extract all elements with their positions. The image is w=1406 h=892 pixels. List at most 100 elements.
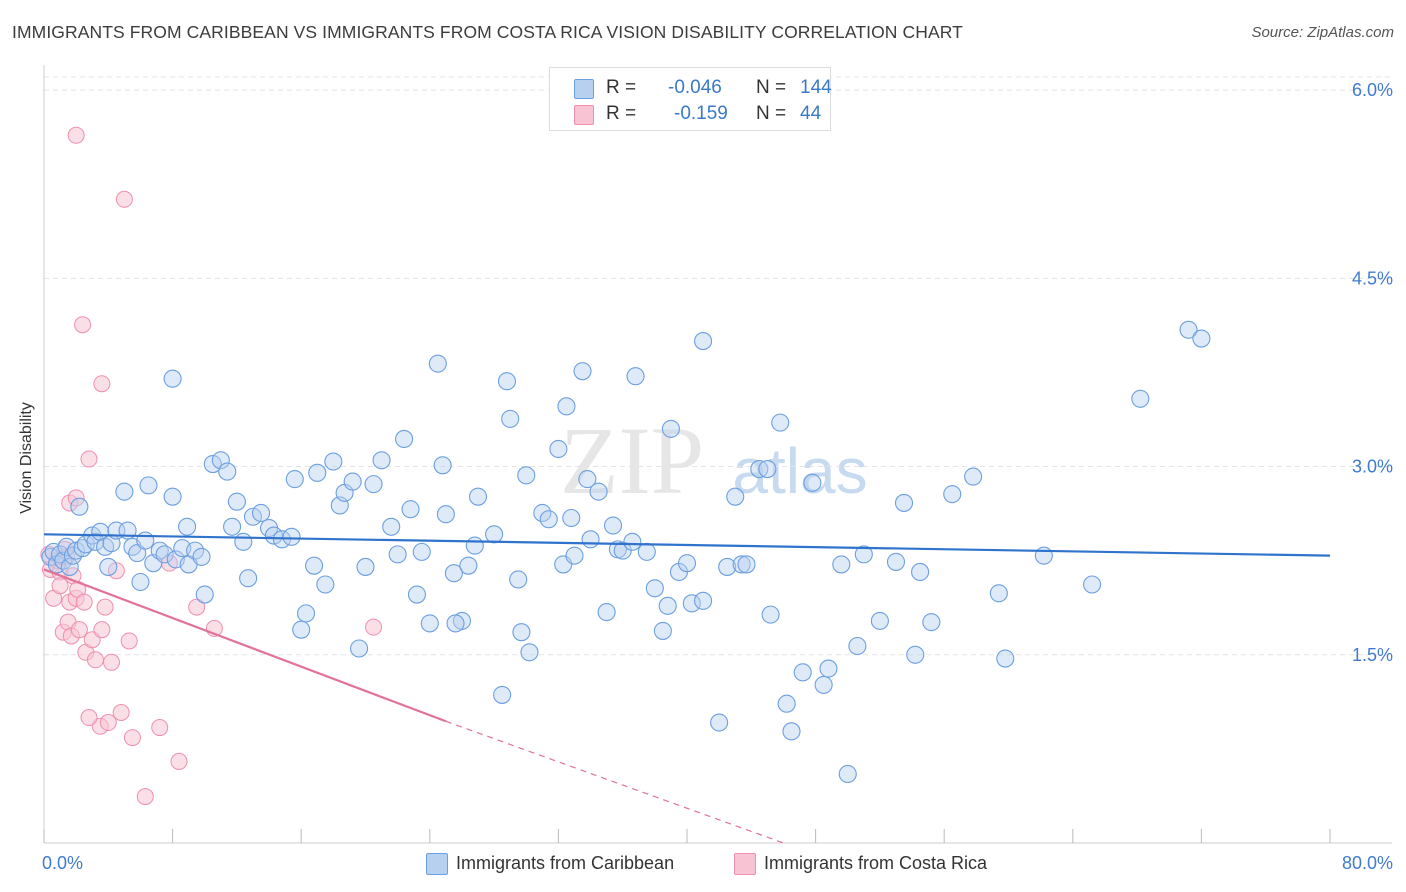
caribbean-point: [382, 517, 401, 536]
caribbean-point: [239, 569, 258, 588]
legend-label-costa-rica: Immigrants from Costa Rica: [764, 853, 988, 873]
caribbean-point: [911, 562, 930, 582]
caribbean-point: [573, 362, 592, 381]
caribbean-point: [886, 552, 906, 571]
caribbean-point: [726, 487, 745, 506]
caribbean-point: [694, 332, 713, 351]
caribbean-point: [814, 675, 833, 694]
caribbean-point: [227, 492, 246, 511]
caribbean-point: [658, 596, 677, 615]
r-label: R =: [606, 77, 637, 98]
caribbean-point: [894, 493, 914, 512]
costa-rica-point: [86, 651, 104, 669]
caribbean-point: [597, 603, 616, 622]
costa-rica-swatch: [574, 105, 594, 125]
caribbean-point: [63, 546, 82, 565]
costa-rica-point: [188, 598, 206, 616]
costa-rica-point: [70, 621, 88, 639]
costa-rica-point: [115, 190, 133, 208]
r-value-costa-rica: -0.159: [674, 103, 728, 124]
caribbean-point: [661, 419, 680, 438]
costa-rica-point: [93, 621, 111, 639]
caribbean-point: [350, 639, 369, 658]
caribbean-point: [1192, 329, 1211, 348]
caribbean-point: [1131, 389, 1150, 408]
costa-rica-trend-extension: [445, 720, 784, 844]
caribbean-point: [565, 546, 584, 565]
watermark-zip: ZIP: [560, 407, 704, 514]
caribbean-point: [163, 487, 182, 506]
caribbean-point: [285, 470, 304, 489]
caribbean-point: [296, 604, 316, 623]
caribbean-point: [1034, 546, 1053, 565]
caribbean-point: [218, 462, 237, 481]
caribbean-point: [251, 503, 271, 523]
caribbean-point: [1083, 575, 1102, 594]
y-tick-label: 3.0%: [1352, 457, 1393, 477]
caribbean-point: [623, 532, 642, 551]
caribbean-swatch: [574, 79, 594, 99]
caribbean-swatch: [426, 853, 448, 875]
caribbean-point: [758, 460, 777, 479]
caribbean-point: [407, 585, 426, 604]
caribbean-point: [136, 531, 155, 550]
caribbean-point: [155, 545, 174, 564]
costa-rica-point: [103, 653, 121, 671]
caribbean-point: [832, 555, 851, 574]
costa-rica-point: [67, 126, 85, 144]
caribbean-trend-line: [43, 533, 1331, 557]
costa-rica-point: [151, 719, 169, 737]
caribbean-point: [996, 649, 1015, 668]
caribbean-point: [578, 470, 597, 489]
caribbean-point: [234, 532, 253, 551]
caribbean-point: [485, 525, 504, 544]
costa-rica-point: [80, 709, 98, 727]
caribbean-point: [459, 556, 478, 575]
caribbean-point: [562, 508, 581, 528]
caribbean-point: [444, 564, 463, 583]
caribbean-point: [589, 482, 608, 501]
caribbean-point: [292, 620, 311, 639]
caribbean-point: [99, 557, 118, 576]
caribbean-point: [737, 555, 756, 574]
caribbean-point: [446, 614, 465, 633]
caribbean-point: [512, 623, 531, 642]
costa-rica-point: [96, 598, 114, 616]
costa-rica-point: [75, 593, 93, 611]
caribbean-point: [70, 497, 89, 516]
caribbean-point: [497, 372, 517, 391]
costa-rica-point: [93, 375, 111, 393]
y-tick-label: 6.0%: [1352, 80, 1393, 100]
chart-title: IMMIGRANTS FROM CARIBBEAN VS IMMIGRANTS …: [12, 22, 963, 42]
caribbean-point: [316, 575, 335, 594]
caribbean-point: [388, 545, 407, 564]
caribbean-point: [465, 536, 484, 555]
caribbean-point: [178, 517, 197, 536]
costa-rica-point: [136, 788, 154, 806]
correlation-legend: R = -0.046 N = 144 R = -0.159 N = 44: [549, 67, 832, 131]
caribbean-point: [854, 545, 873, 564]
caribbean-point: [718, 557, 737, 576]
costa-rica-point: [365, 618, 383, 636]
caribbean-point: [372, 451, 391, 470]
costa-rica-point: [74, 316, 92, 334]
caribbean-point: [677, 554, 697, 573]
caribbean-point: [870, 611, 889, 630]
caribbean-point: [501, 409, 520, 428]
caribbean-point: [557, 397, 576, 416]
caribbean-point: [305, 556, 324, 575]
costa-rica-point: [123, 729, 141, 747]
caribbean-point: [428, 354, 447, 373]
costa-rica-trend-line: [43, 568, 447, 723]
caribbean-point: [838, 764, 857, 784]
caribbean-point: [433, 456, 452, 475]
caribbean-point: [493, 685, 512, 704]
caribbean-point: [343, 472, 362, 491]
n-value-costa-rica: 44: [800, 103, 822, 124]
caribbean-point: [922, 613, 941, 632]
caribbean-point: [710, 713, 729, 732]
caribbean-point: [211, 451, 230, 470]
costa-rica-point: [80, 450, 98, 468]
caribbean-point: [732, 555, 751, 574]
